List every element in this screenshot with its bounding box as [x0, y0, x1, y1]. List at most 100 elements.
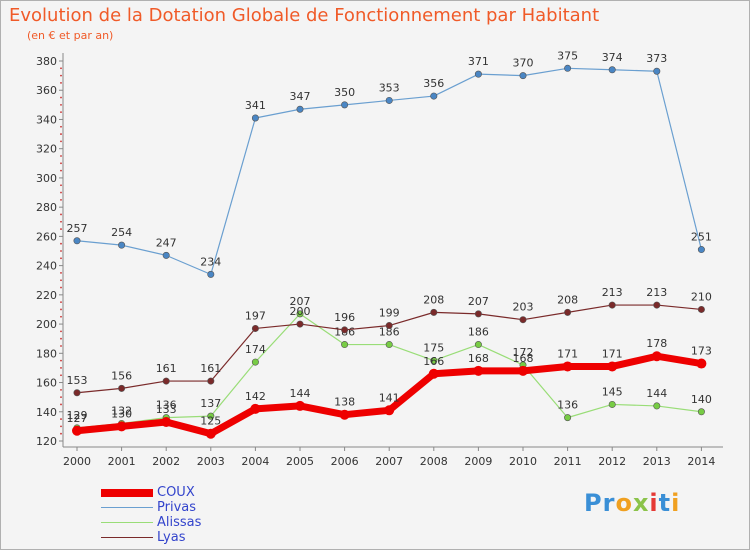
y-minor-tick	[60, 125, 62, 128]
data-label-lyas: 153	[67, 374, 88, 387]
y-tick-label: 120	[36, 435, 57, 448]
x-tick-label: 2012	[598, 455, 626, 468]
data-label-privas: 350	[334, 86, 355, 99]
x-tick-label: 2001	[108, 455, 136, 468]
data-label-alissas: 136	[557, 399, 578, 412]
y-minor-tick	[60, 330, 62, 333]
data-point-alissas	[697, 408, 705, 416]
data-label-coux: 171	[602, 347, 623, 360]
data-point-privas	[251, 114, 259, 122]
data-label-privas: 371	[468, 55, 489, 68]
data-label-alissas: 186	[468, 326, 489, 339]
data-point-coux	[428, 368, 439, 379]
data-label-privas: 341	[245, 99, 266, 112]
data-label-privas: 257	[67, 222, 88, 235]
data-label-privas: 373	[646, 52, 667, 65]
proxiti-logo: Proxiti	[584, 489, 681, 517]
y-tick-label: 200	[36, 318, 57, 331]
y-minor-tick	[60, 74, 62, 77]
data-point-lyas	[608, 301, 616, 309]
legend-item-privas: Privas	[101, 500, 201, 515]
data-point-coux	[295, 400, 305, 411]
data-point-coux	[250, 403, 261, 414]
data-label-alissas: 144	[646, 387, 667, 400]
data-point-privas	[653, 67, 661, 75]
data-label-alissas: 132	[111, 404, 132, 417]
y-minor-tick	[60, 396, 62, 399]
y-minor-tick	[60, 111, 62, 114]
data-label-coux: 138	[334, 396, 355, 409]
data-point-privas	[385, 96, 393, 104]
data-point-privas	[519, 72, 527, 80]
data-label-privas: 234	[200, 255, 221, 268]
data-label-coux: 171	[557, 347, 578, 360]
data-point-coux	[607, 361, 618, 372]
data-label-privas: 370	[513, 57, 534, 70]
legend: COUX Privas Alissas Lyas	[101, 485, 201, 545]
data-label-lyas: 208	[557, 293, 578, 306]
data-label-privas: 251	[691, 231, 712, 244]
data-label-coux: 168	[468, 352, 489, 365]
data-point-alissas	[207, 412, 215, 420]
data-point-privas	[430, 92, 438, 100]
legend-label: Alissas	[157, 515, 202, 530]
data-point-coux	[205, 428, 216, 439]
legend-item-alissas: Alissas	[101, 515, 201, 530]
data-point-lyas	[341, 326, 349, 334]
data-label-lyas: 200	[290, 305, 311, 318]
data-label-coux: 173	[691, 345, 712, 358]
data-label-lyas: 213	[602, 286, 623, 299]
y-minor-tick	[60, 425, 62, 428]
data-label-alissas: 129	[67, 409, 88, 422]
y-minor-tick	[60, 155, 62, 157]
y-minor-tick	[60, 257, 62, 260]
data-point-coux	[384, 405, 395, 416]
data-label-lyas: 203	[513, 301, 534, 314]
data-point-lyas	[162, 377, 170, 385]
y-minor-tick	[60, 301, 62, 304]
data-label-coux: 178	[646, 337, 667, 350]
y-minor-tick	[60, 367, 62, 369]
data-point-lyas	[474, 310, 482, 318]
x-tick-label: 2014	[687, 455, 715, 468]
y-minor-tick	[60, 315, 62, 318]
data-point-privas	[697, 246, 705, 254]
legend-item-coux: COUX	[101, 485, 201, 500]
legend-item-lyas: Lyas	[101, 530, 201, 545]
y-minor-tick	[60, 140, 62, 143]
data-label-lyas: 156	[111, 369, 132, 382]
data-label-privas: 347	[290, 90, 311, 103]
data-point-privas	[118, 241, 126, 249]
data-point-coux	[518, 365, 528, 376]
data-label-lyas: 208	[423, 293, 444, 306]
data-label-alissas: 140	[691, 393, 712, 406]
x-tick-label: 2005	[286, 455, 314, 468]
data-point-alissas	[564, 414, 572, 422]
data-point-lyas	[73, 389, 81, 397]
data-point-alissas	[474, 341, 482, 349]
data-label-alissas: 174	[245, 343, 266, 356]
data-point-lyas	[118, 384, 126, 392]
y-minor-tick	[60, 228, 62, 230]
data-label-lyas: 207	[468, 295, 489, 308]
data-point-coux	[72, 425, 82, 436]
data-point-privas	[341, 101, 349, 109]
data-label-privas: 375	[557, 49, 578, 62]
data-label-alissas: 145	[602, 385, 623, 398]
data-point-privas	[608, 66, 616, 74]
y-minor-tick	[60, 279, 62, 282]
legend-label: COUX	[157, 485, 195, 500]
data-label-alissas: 136	[156, 399, 177, 412]
data-point-coux	[116, 421, 127, 432]
y-minor-tick	[60, 67, 62, 70]
data-point-alissas	[341, 341, 349, 349]
data-point-coux	[473, 365, 484, 376]
data-label-coux: 144	[290, 387, 311, 400]
data-label-coux: 125	[200, 415, 221, 428]
y-tick-label: 260	[36, 230, 57, 243]
y-minor-tick	[60, 96, 62, 99]
y-minor-tick	[60, 308, 62, 311]
data-label-lyas: 213	[646, 286, 667, 299]
x-tick-label: 2002	[152, 455, 180, 468]
